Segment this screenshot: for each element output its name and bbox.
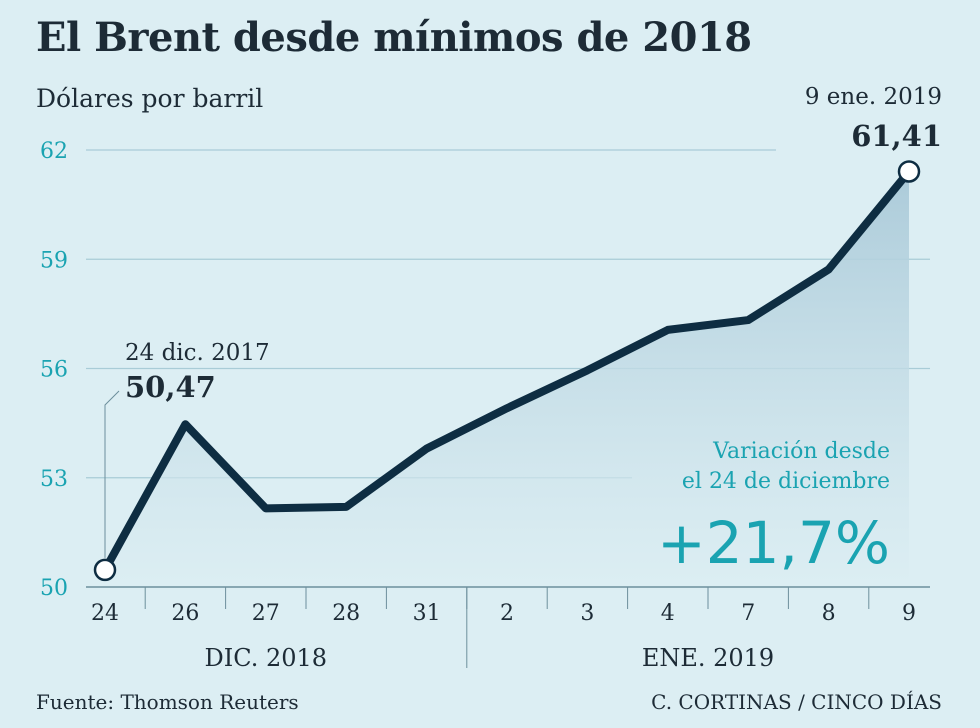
x-tick-label: 2 xyxy=(500,601,514,626)
x-tick-label: 24 xyxy=(91,601,119,626)
x-tick-label: 31 xyxy=(413,601,441,626)
variation-value: +21,7% xyxy=(657,509,890,577)
variation-label-line2: el 24 de diciembre xyxy=(682,469,890,494)
x-tick-label: 9 xyxy=(902,601,916,626)
y-tick-label: 59 xyxy=(40,248,68,273)
x-tick-label: 27 xyxy=(252,601,280,626)
y-tick-label: 53 xyxy=(40,467,68,492)
variation-label-line1: Variación desde xyxy=(712,439,890,464)
y-tick-label: 62 xyxy=(40,139,68,164)
area-fill xyxy=(105,171,909,587)
x-group-label: ENE. 2019 xyxy=(642,644,774,672)
end-date-label: 9 ene. 2019 xyxy=(805,84,942,110)
chart-title: El Brent desde mínimos de 2018 xyxy=(36,14,752,61)
start-value-label: 50,47 xyxy=(125,370,216,404)
x-tick-label: 4 xyxy=(661,601,675,626)
start-leader-line xyxy=(104,390,120,558)
data-point-marker xyxy=(897,160,921,183)
x-axis: 24 26 27 28 31 2 3 4 7 8 9 DIC. 2018 ENE. 2019 xyxy=(86,586,930,672)
series-line xyxy=(101,167,913,574)
y-tick-label: 56 xyxy=(40,358,68,383)
chart-subtitle: Dólares por barril xyxy=(36,84,264,113)
credit-note: C. CORTINAS / CINCO DÍAS xyxy=(651,690,942,714)
y-tick-label: 50 xyxy=(40,576,68,601)
x-tick-label: 8 xyxy=(822,601,836,626)
x-group-label: DIC. 2018 xyxy=(205,644,328,672)
x-tick-label: 28 xyxy=(332,601,360,626)
start-date-label: 24 dic. 2017 xyxy=(125,340,270,366)
x-tick-label: 26 xyxy=(171,601,199,626)
data-point-marker xyxy=(93,558,117,582)
annotations: 24 dic. 2017 50,47 9 ene. 2019 61,41 Variaci… xyxy=(104,84,942,577)
source-note: Fuente: Thomson Reuters xyxy=(36,690,299,714)
x-tick-label: 3 xyxy=(580,601,594,626)
x-tick-label: 7 xyxy=(741,601,755,626)
end-value-label: 61,41 xyxy=(851,119,942,153)
